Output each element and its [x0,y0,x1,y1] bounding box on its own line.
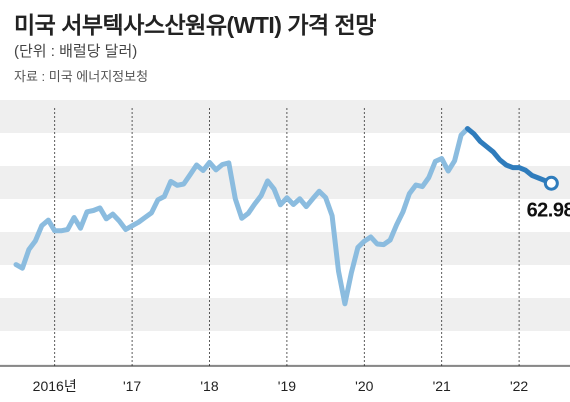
forecast-series-line [465,126,554,186]
series-lines [13,126,554,307]
x-tick-label: 2016년 [33,378,77,394]
grid-band [0,298,570,331]
grid-band [0,232,570,265]
source-note: 자료 : 미국 에너지정보청 [14,69,149,84]
year-divider-lines [0,108,570,367]
actual-series-line [13,126,470,307]
x-axis-ticks: 2016년 '17 '18 '19 '20 '21 '22 [33,378,529,394]
x-tick-label: '18 [200,378,218,394]
grid-band [0,166,570,199]
end-value-label: 62.98 [527,199,570,221]
grid-band [0,364,570,366]
background-bands [0,100,570,366]
unit-note: (단위 : 배럴당 달러) [14,43,138,60]
x-tick-label: '21 [433,378,451,394]
x-tick-label: '20 [355,378,373,394]
x-tick-label: '17 [123,378,141,394]
chart-title: 미국 서부텍사스산원유(WTI) 가격 전망 [14,12,376,38]
x-tick-label: '19 [278,378,296,394]
x-tick-label: '22 [510,378,528,394]
end-point-marker [543,175,559,191]
end-marker-group: 62.98 [527,175,570,221]
grid-band [0,100,570,133]
